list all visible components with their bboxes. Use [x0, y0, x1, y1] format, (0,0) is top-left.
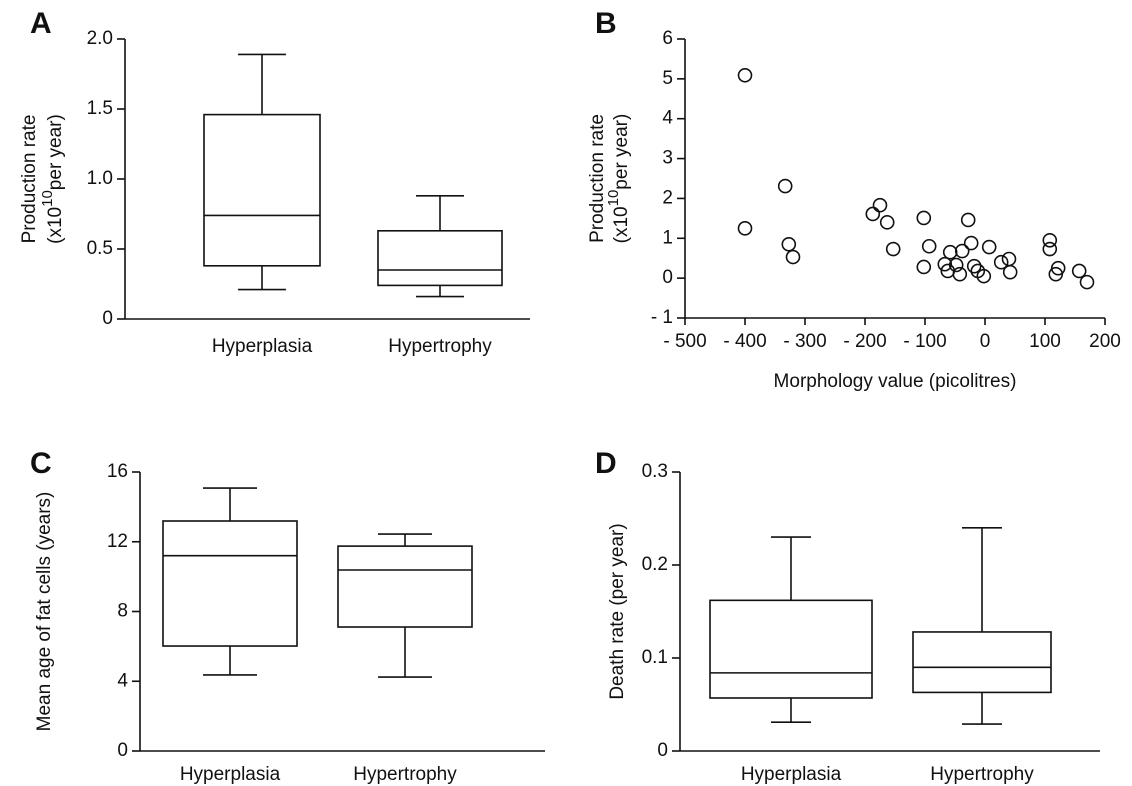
x-category-label: Hypertrophy — [388, 336, 492, 357]
panel-label: C — [30, 447, 52, 480]
point — [942, 244, 958, 260]
y-tick-label: 0 — [662, 267, 673, 288]
box — [337, 545, 473, 628]
panel-label: A — [30, 7, 52, 40]
y-axis-unit: (x1010per year) — [605, 114, 632, 244]
y-tick-label: 0.2 — [642, 554, 668, 575]
point — [966, 258, 982, 274]
y-tick-label: 4 — [117, 670, 128, 691]
y-tick-label: 1.0 — [87, 168, 113, 189]
unit-exponent: 10 — [39, 190, 56, 207]
point — [785, 249, 801, 265]
y-tick-label: 1.5 — [87, 98, 113, 119]
x-category-label: Hypertrophy — [930, 764, 1034, 785]
y-tick-label: 0.5 — [87, 238, 113, 259]
y-tick-label: 0.3 — [642, 461, 668, 482]
point — [916, 259, 932, 275]
unit-suffix: per year) — [611, 114, 632, 190]
point — [1050, 260, 1066, 276]
box — [162, 520, 298, 647]
point — [1071, 263, 1087, 279]
point — [1079, 274, 1095, 290]
x-category-label: Hyperplasia — [212, 336, 313, 357]
point — [872, 197, 888, 213]
y-tick-label: 0 — [117, 740, 128, 761]
x-tick-label: 100 — [1029, 331, 1061, 352]
point — [885, 241, 901, 257]
point — [737, 221, 753, 236]
y-axis-label: Production rate — [587, 114, 608, 243]
x-category-label: Hypertrophy — [353, 764, 457, 785]
x-tick-label: - 100 — [903, 331, 946, 352]
point — [1042, 241, 1058, 257]
y-tick-label: 0 — [657, 740, 668, 761]
point — [1001, 251, 1017, 267]
box — [912, 631, 1052, 694]
y-tick-label: 0.1 — [642, 647, 668, 668]
box — [377, 230, 503, 287]
x-tick-label: 200 — [1089, 331, 1121, 352]
point — [879, 215, 895, 230]
point — [737, 67, 753, 83]
y-axis-label: Production rate — [19, 115, 40, 244]
unit-suffix: per year) — [45, 114, 66, 190]
unit-exponent: 10 — [605, 190, 622, 207]
point — [976, 268, 992, 284]
y-tick-label: 4 — [662, 108, 673, 129]
y-tick-label: 8 — [117, 601, 128, 622]
y-axis-label: Death rate (per year) — [607, 523, 628, 699]
x-tick-label: - 300 — [783, 331, 826, 352]
point — [1042, 232, 1058, 248]
y-tick-label: 3 — [662, 148, 673, 169]
box — [709, 599, 873, 699]
box — [203, 113, 321, 267]
x-category-label: Hyperplasia — [741, 764, 842, 785]
point — [777, 178, 793, 194]
x-tick-label: 0 — [980, 331, 991, 352]
panel-label: D — [595, 447, 617, 480]
x-tick-label: - 200 — [843, 331, 886, 352]
panel-label: B — [595, 7, 617, 40]
y-tick-label: 5 — [662, 68, 673, 89]
x-tick-label: - 400 — [723, 331, 766, 352]
point — [948, 257, 964, 273]
point — [1002, 264, 1018, 280]
point — [960, 212, 976, 228]
y-axis-label: Mean age of fat cells (years) — [34, 492, 55, 732]
y-tick-label: 1 — [662, 227, 673, 248]
x-category-label: Hyperplasia — [180, 764, 281, 785]
y-tick-label: 6 — [662, 28, 673, 49]
unit-prefix: (x10 — [611, 206, 632, 243]
point — [921, 238, 937, 254]
point — [963, 235, 979, 251]
point — [954, 243, 970, 259]
point — [952, 266, 968, 282]
y-tick-label: 2 — [662, 187, 673, 208]
point — [981, 239, 997, 255]
point — [781, 236, 797, 252]
y-tick-label: 12 — [107, 531, 128, 552]
y-tick-label: - 1 — [651, 307, 673, 328]
x-tick-label: - 500 — [663, 331, 706, 352]
y-tick-label: 2.0 — [87, 28, 113, 49]
unit-prefix: (x10 — [45, 207, 66, 244]
y-tick-label: 16 — [107, 461, 128, 482]
y-axis-unit: (x1010per year) — [39, 114, 66, 244]
point — [865, 206, 881, 222]
point — [916, 210, 932, 226]
x-axis-label: Morphology value (picolitres) — [774, 371, 1017, 392]
point — [937, 256, 953, 272]
point — [993, 254, 1009, 270]
y-tick-label: 0 — [102, 308, 113, 329]
